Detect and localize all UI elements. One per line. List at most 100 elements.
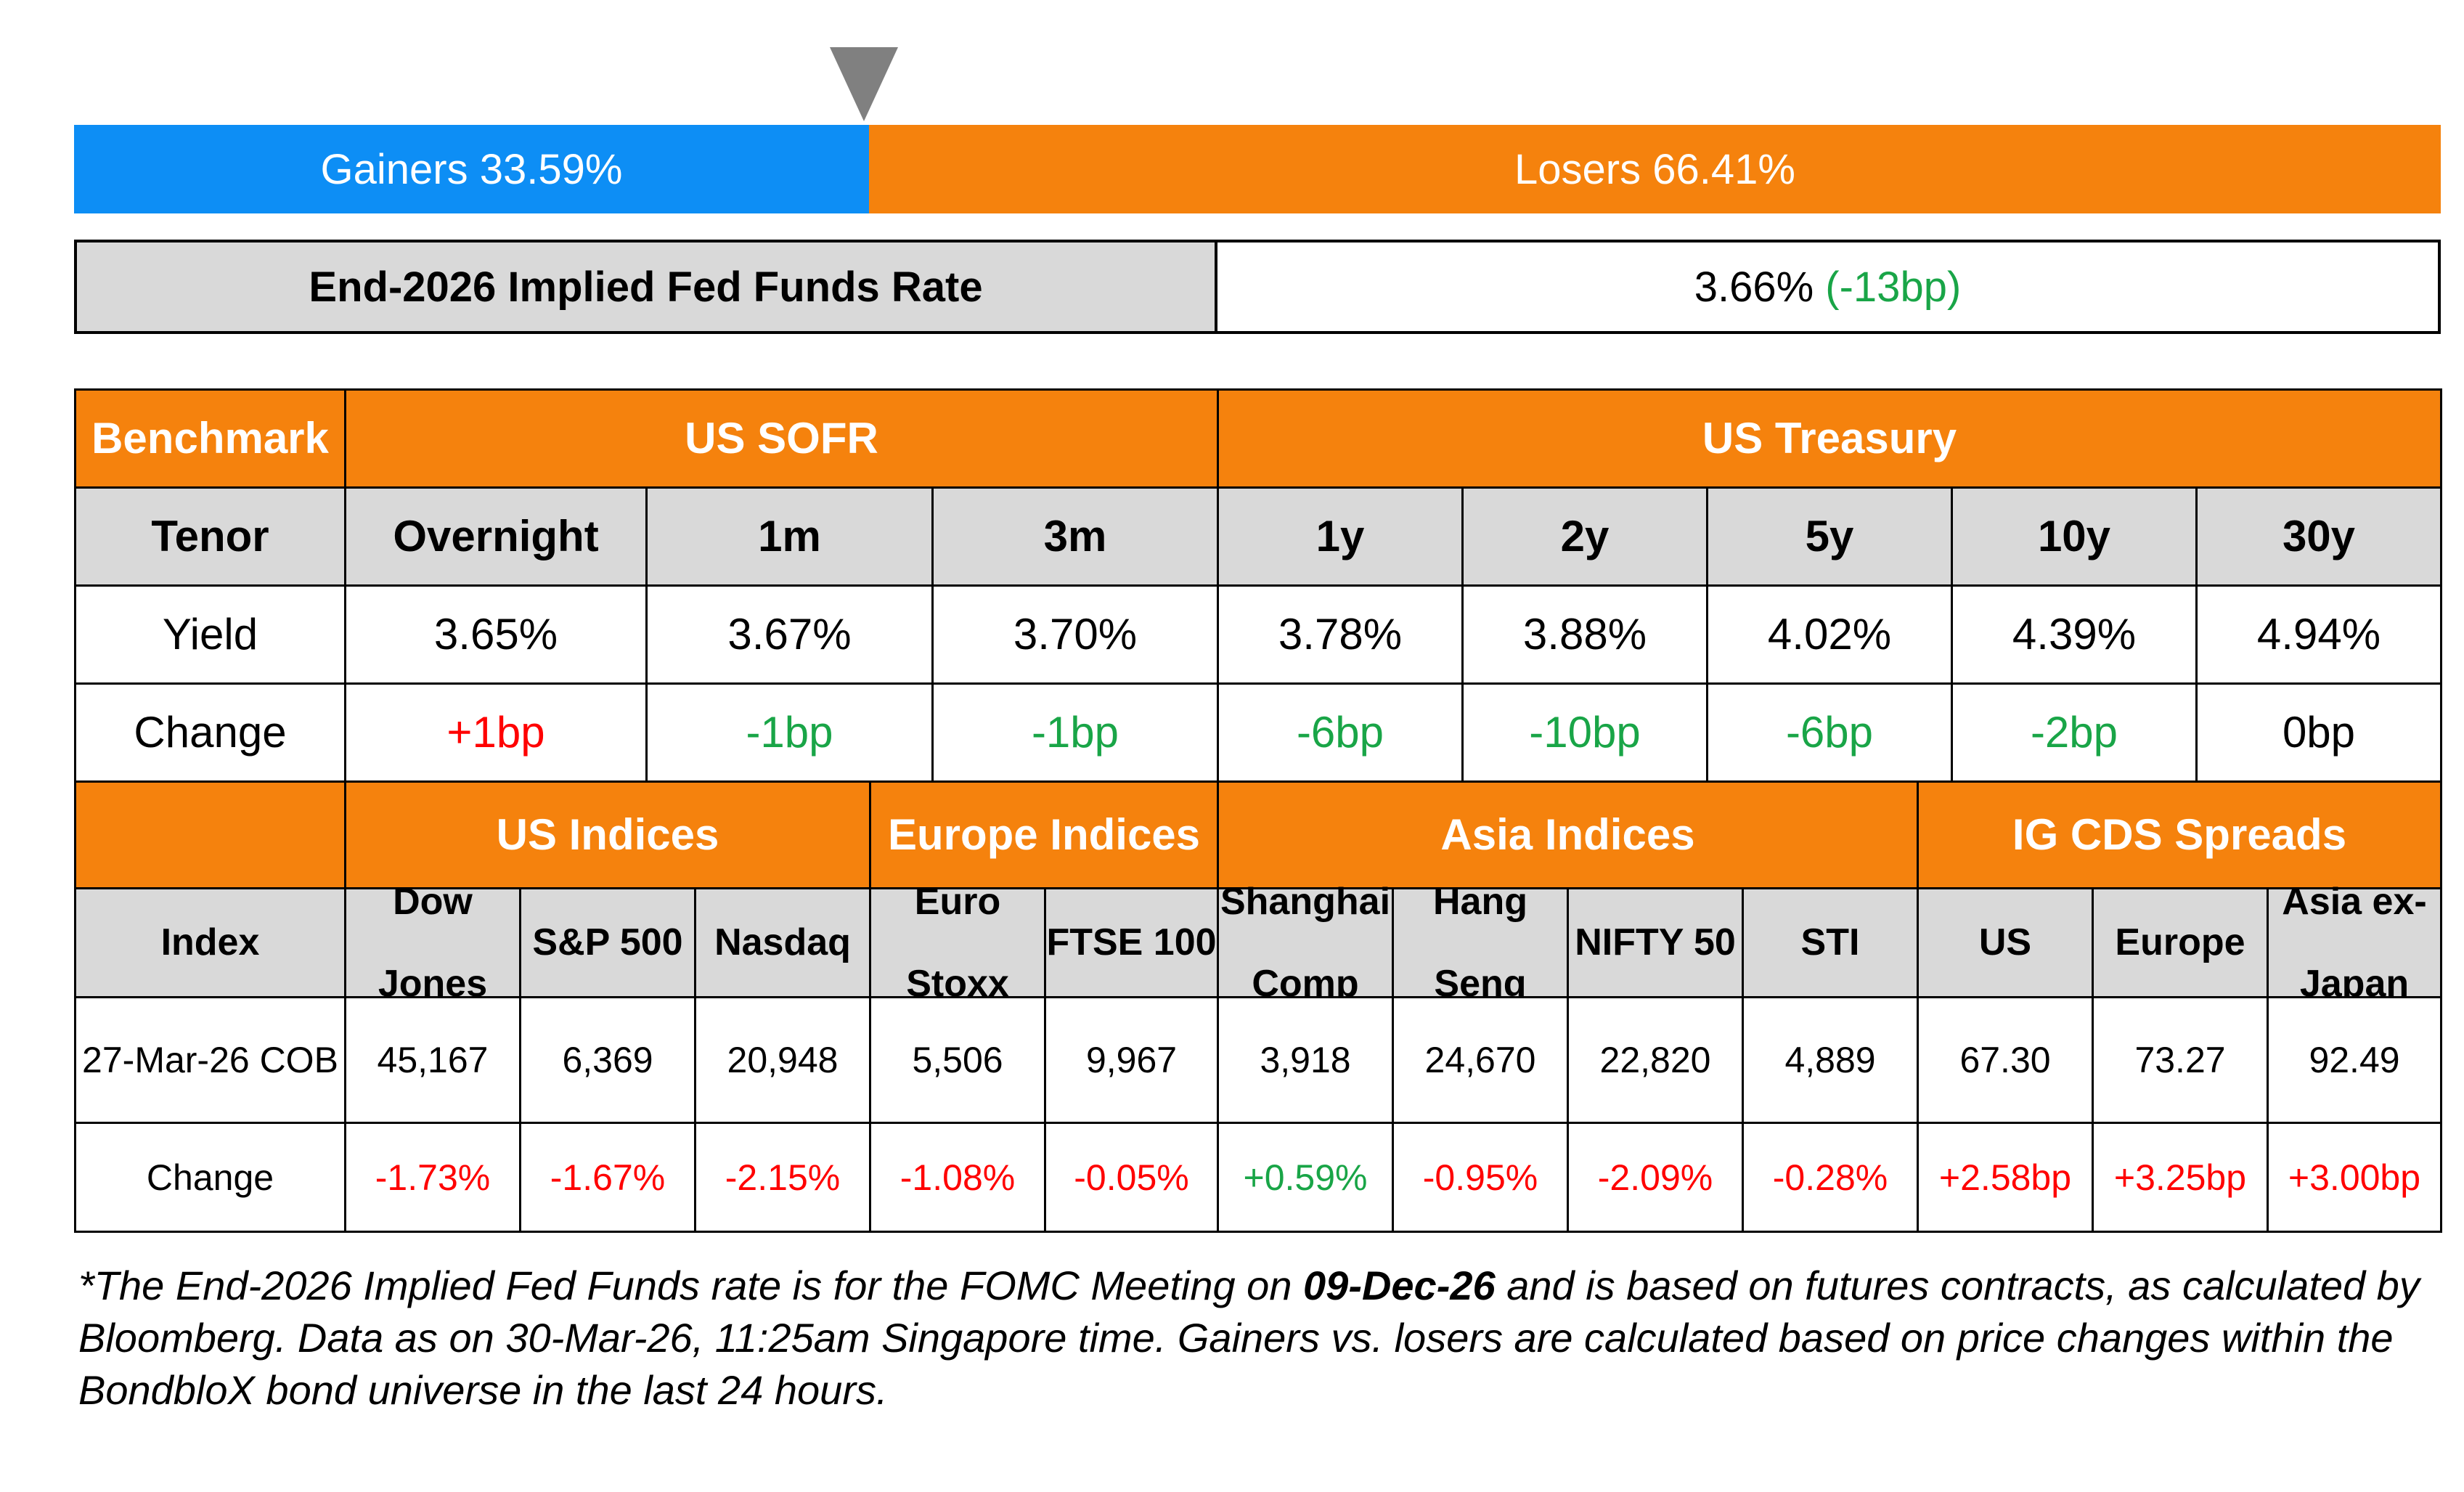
- index-change: +0.59%: [1217, 1122, 1394, 1233]
- footnote-meeting-date: 09-Dec-26: [1303, 1263, 1496, 1308]
- index-name-header-line: US: [1978, 921, 2032, 964]
- fed-funds-value-cell: 3.66% (-13bp): [1215, 240, 2441, 334]
- change-label: Change: [74, 682, 346, 783]
- index-name-header: FTSE 100: [1044, 887, 1219, 998]
- cob-label: 27-Mar-26 COB: [74, 996, 346, 1124]
- index-value: 3,918: [1217, 996, 1394, 1124]
- index-name-header-line: Nasdaq: [714, 921, 851, 964]
- yield-value: 3.67%: [645, 584, 934, 685]
- index-change: -1.73%: [344, 1122, 521, 1233]
- yield-value: 3.88%: [1461, 584, 1708, 685]
- ig-cds-spreads-header: IG CDS Spreads: [1917, 780, 2442, 889]
- index-value: 4,889: [1742, 996, 1919, 1124]
- index-change: -0.95%: [1392, 1122, 1569, 1233]
- yield-change: -6bp: [1706, 682, 1953, 783]
- tenor-header: 30y: [2195, 486, 2442, 587]
- index-name-header-line: STI: [1800, 921, 1860, 964]
- index-name-header-line: Dow: [393, 881, 473, 924]
- index-change: -1.67%: [519, 1122, 696, 1233]
- us-treasury-header: US Treasury: [1217, 388, 2442, 489]
- index-change-label: Change: [74, 1122, 346, 1233]
- footnote: *The End-2026 Implied Fed Funds rate is …: [78, 1260, 2438, 1416]
- index-name-header: Euro Stoxx: [869, 881, 1046, 1004]
- index-label: Index: [74, 887, 346, 998]
- asia-indices-header: Asia Indices: [1217, 780, 1919, 889]
- yield-value: 4.02%: [1706, 584, 1953, 685]
- fed-funds-label: End-2026 Implied Fed Funds Rate: [309, 263, 983, 311]
- yield-change: +1bp: [344, 682, 648, 783]
- index-name-header-line: Europe: [2115, 921, 2245, 964]
- benchmark-header: Benchmark: [74, 388, 346, 489]
- us-indices-header: US Indices: [344, 780, 871, 889]
- index-value: 92.49: [2267, 996, 2442, 1124]
- yield-value: 3.70%: [931, 584, 1219, 685]
- yield-change: 0bp: [2195, 682, 2442, 783]
- index-change: +2.58bp: [1917, 1122, 2094, 1233]
- index-value: 5,506: [869, 996, 1046, 1124]
- gainers-label: Gainers 33.59%: [320, 145, 623, 193]
- yield-change: -2bp: [1951, 682, 2198, 783]
- yield-value: 4.94%: [2195, 584, 2442, 685]
- index-change: -1.08%: [869, 1122, 1046, 1233]
- tenor-header: 1y: [1217, 486, 1464, 587]
- us-sofr-header: US SOFR: [344, 388, 1219, 489]
- tenor-header: Overnight: [344, 486, 648, 587]
- tenor-header: 1m: [645, 486, 934, 587]
- index-name-header: Nasdaq: [694, 887, 871, 998]
- yield-change: -10bp: [1461, 682, 1708, 783]
- index-change: -2.15%: [694, 1122, 871, 1233]
- europe-indices-header: Europe Indices: [869, 780, 1219, 889]
- index-name-header: STI: [1742, 887, 1919, 998]
- tenor-header: 5y: [1706, 486, 1953, 587]
- index-name-header-line: NIFTY 50: [1575, 921, 1736, 964]
- index-name-header: Shanghai Comp: [1217, 881, 1394, 1004]
- index-value: 22,820: [1567, 996, 1744, 1124]
- index-name-header-line: Hang: [1433, 881, 1527, 924]
- indices-corner-header: [74, 780, 346, 889]
- tenor-header: 3m: [931, 486, 1219, 587]
- index-change: +3.00bp: [2267, 1122, 2442, 1233]
- index-name-header-line: Euro: [914, 881, 1001, 924]
- index-value: 67.30: [1917, 996, 2094, 1124]
- index-name-header-line: Shanghai: [1220, 881, 1391, 924]
- index-value: 73.27: [2092, 996, 2269, 1124]
- gainers-bar: Gainers 33.59%: [74, 125, 869, 213]
- footnote-part1: *The End-2026 Implied Fed Funds rate is …: [78, 1263, 1304, 1308]
- index-name-header: Asia ex- Japan: [2267, 881, 2442, 1004]
- index-value: 24,670: [1392, 996, 1569, 1124]
- yield-change: -6bp: [1217, 682, 1464, 783]
- fed-funds-value: 3.66%: [1694, 263, 1814, 311]
- gainers-pointer-marker: [830, 47, 898, 121]
- fed-funds-change: (-13bp): [1825, 263, 1962, 311]
- losers-label: Losers 66.41%: [1514, 145, 1795, 193]
- index-value: 45,167: [344, 996, 521, 1124]
- yield-value: 3.65%: [344, 584, 648, 685]
- losers-bar: Losers 66.41%: [869, 125, 2441, 213]
- tenor-header: 2y: [1461, 486, 1708, 587]
- index-change: -0.05%: [1044, 1122, 1219, 1233]
- index-value: 6,369: [519, 996, 696, 1124]
- index-name-header-line: S&P 500: [532, 921, 683, 964]
- tenor-label: Tenor: [74, 486, 346, 587]
- yield-change: -1bp: [645, 682, 934, 783]
- footnote-part2: and is based on futures contracts, as ca…: [78, 1263, 2420, 1413]
- index-name-header: Hang Seng: [1392, 881, 1569, 1004]
- fed-funds-label-cell: End-2026 Implied Fed Funds Rate: [74, 240, 1217, 334]
- index-name-header: Dow Jones: [344, 881, 521, 1004]
- index-change: -0.28%: [1742, 1122, 1919, 1233]
- index-name-header: S&P 500: [519, 887, 696, 998]
- index-name-header-line: FTSE 100: [1046, 921, 1217, 964]
- tenor-header: 10y: [1951, 486, 2198, 587]
- market-data-table: Benchmark US SOFR US Treasury Tenor Yield Cha…: [74, 388, 2442, 1233]
- index-value: 9,967: [1044, 996, 1219, 1124]
- index-change: +3.25bp: [2092, 1122, 2269, 1233]
- yield-value: 3.78%: [1217, 584, 1464, 685]
- yield-change: -1bp: [931, 682, 1219, 783]
- index-name-header-line: Asia ex-: [2282, 881, 2427, 924]
- index-name-header: Europe: [2092, 887, 2269, 998]
- index-name-header: NIFTY 50: [1567, 887, 1744, 998]
- index-change: -2.09%: [1567, 1122, 1744, 1233]
- yield-label: Yield: [74, 584, 346, 685]
- yield-value: 4.39%: [1951, 584, 2198, 685]
- index-value: 20,948: [694, 996, 871, 1124]
